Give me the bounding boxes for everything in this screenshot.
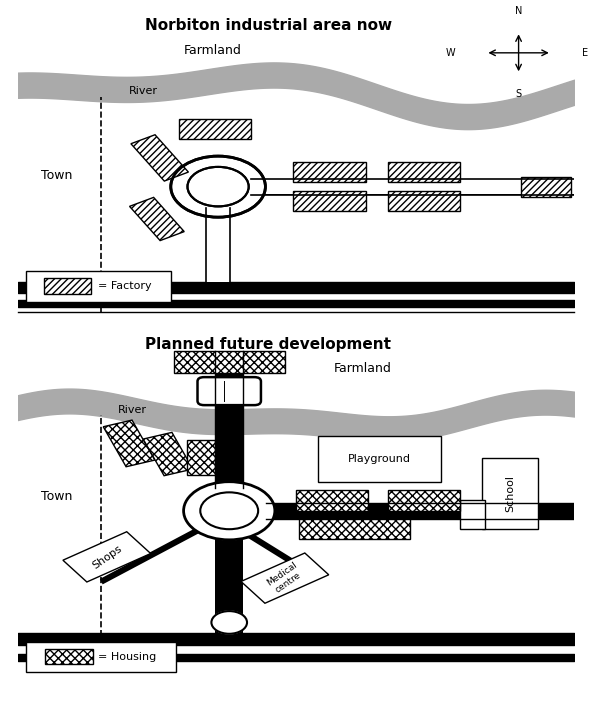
Bar [522, 177, 571, 197]
Bar [206, 208, 230, 282]
Bar [44, 278, 92, 294]
Bar [293, 191, 365, 211]
Circle shape [171, 156, 265, 217]
Text: Town: Town [41, 490, 72, 503]
Bar [388, 489, 460, 511]
Bar [131, 135, 188, 181]
Bar [103, 420, 155, 467]
Circle shape [188, 167, 249, 206]
Bar [299, 518, 410, 539]
Circle shape [184, 482, 275, 540]
Bar [130, 197, 184, 241]
Text: E: E [582, 48, 588, 58]
Text: Shops: Shops [90, 543, 124, 571]
Bar [388, 191, 460, 211]
Text: = Housing: = Housing [98, 652, 157, 662]
Bar [143, 432, 193, 476]
Bar [251, 179, 574, 194]
Bar [266, 503, 574, 519]
FancyBboxPatch shape [198, 377, 261, 405]
Text: Playground: Playground [348, 454, 411, 464]
Bar [460, 500, 485, 529]
Bar [215, 534, 243, 633]
Text: Town: Town [41, 169, 72, 183]
Text: Farmland: Farmland [334, 362, 392, 376]
Text: River: River [129, 86, 158, 96]
Text: = Factory: = Factory [98, 282, 152, 291]
Circle shape [211, 611, 247, 634]
Bar [207, 185, 230, 282]
Bar [179, 119, 252, 139]
Bar [241, 553, 329, 603]
Text: Farmland: Farmland [184, 44, 242, 57]
Bar [318, 437, 440, 482]
Bar [46, 649, 92, 664]
Bar [188, 440, 215, 475]
Bar [293, 162, 365, 182]
Text: Planned future development: Planned future development [145, 337, 391, 352]
Text: River: River [118, 405, 147, 415]
Bar [296, 489, 368, 511]
Text: W: W [446, 48, 455, 58]
Bar [63, 531, 151, 582]
Bar [388, 162, 460, 182]
Bar [215, 179, 574, 194]
Text: Medical
centre: Medical centre [265, 560, 305, 596]
Bar [173, 351, 285, 373]
Bar [482, 458, 538, 529]
Bar [215, 351, 243, 487]
Text: Norbiton industrial area now: Norbiton industrial area now [144, 18, 392, 33]
Circle shape [200, 492, 258, 529]
Text: S: S [516, 89, 522, 100]
Text: N: N [515, 6, 522, 16]
FancyBboxPatch shape [26, 271, 171, 302]
FancyBboxPatch shape [26, 642, 176, 672]
Text: School: School [505, 475, 515, 512]
